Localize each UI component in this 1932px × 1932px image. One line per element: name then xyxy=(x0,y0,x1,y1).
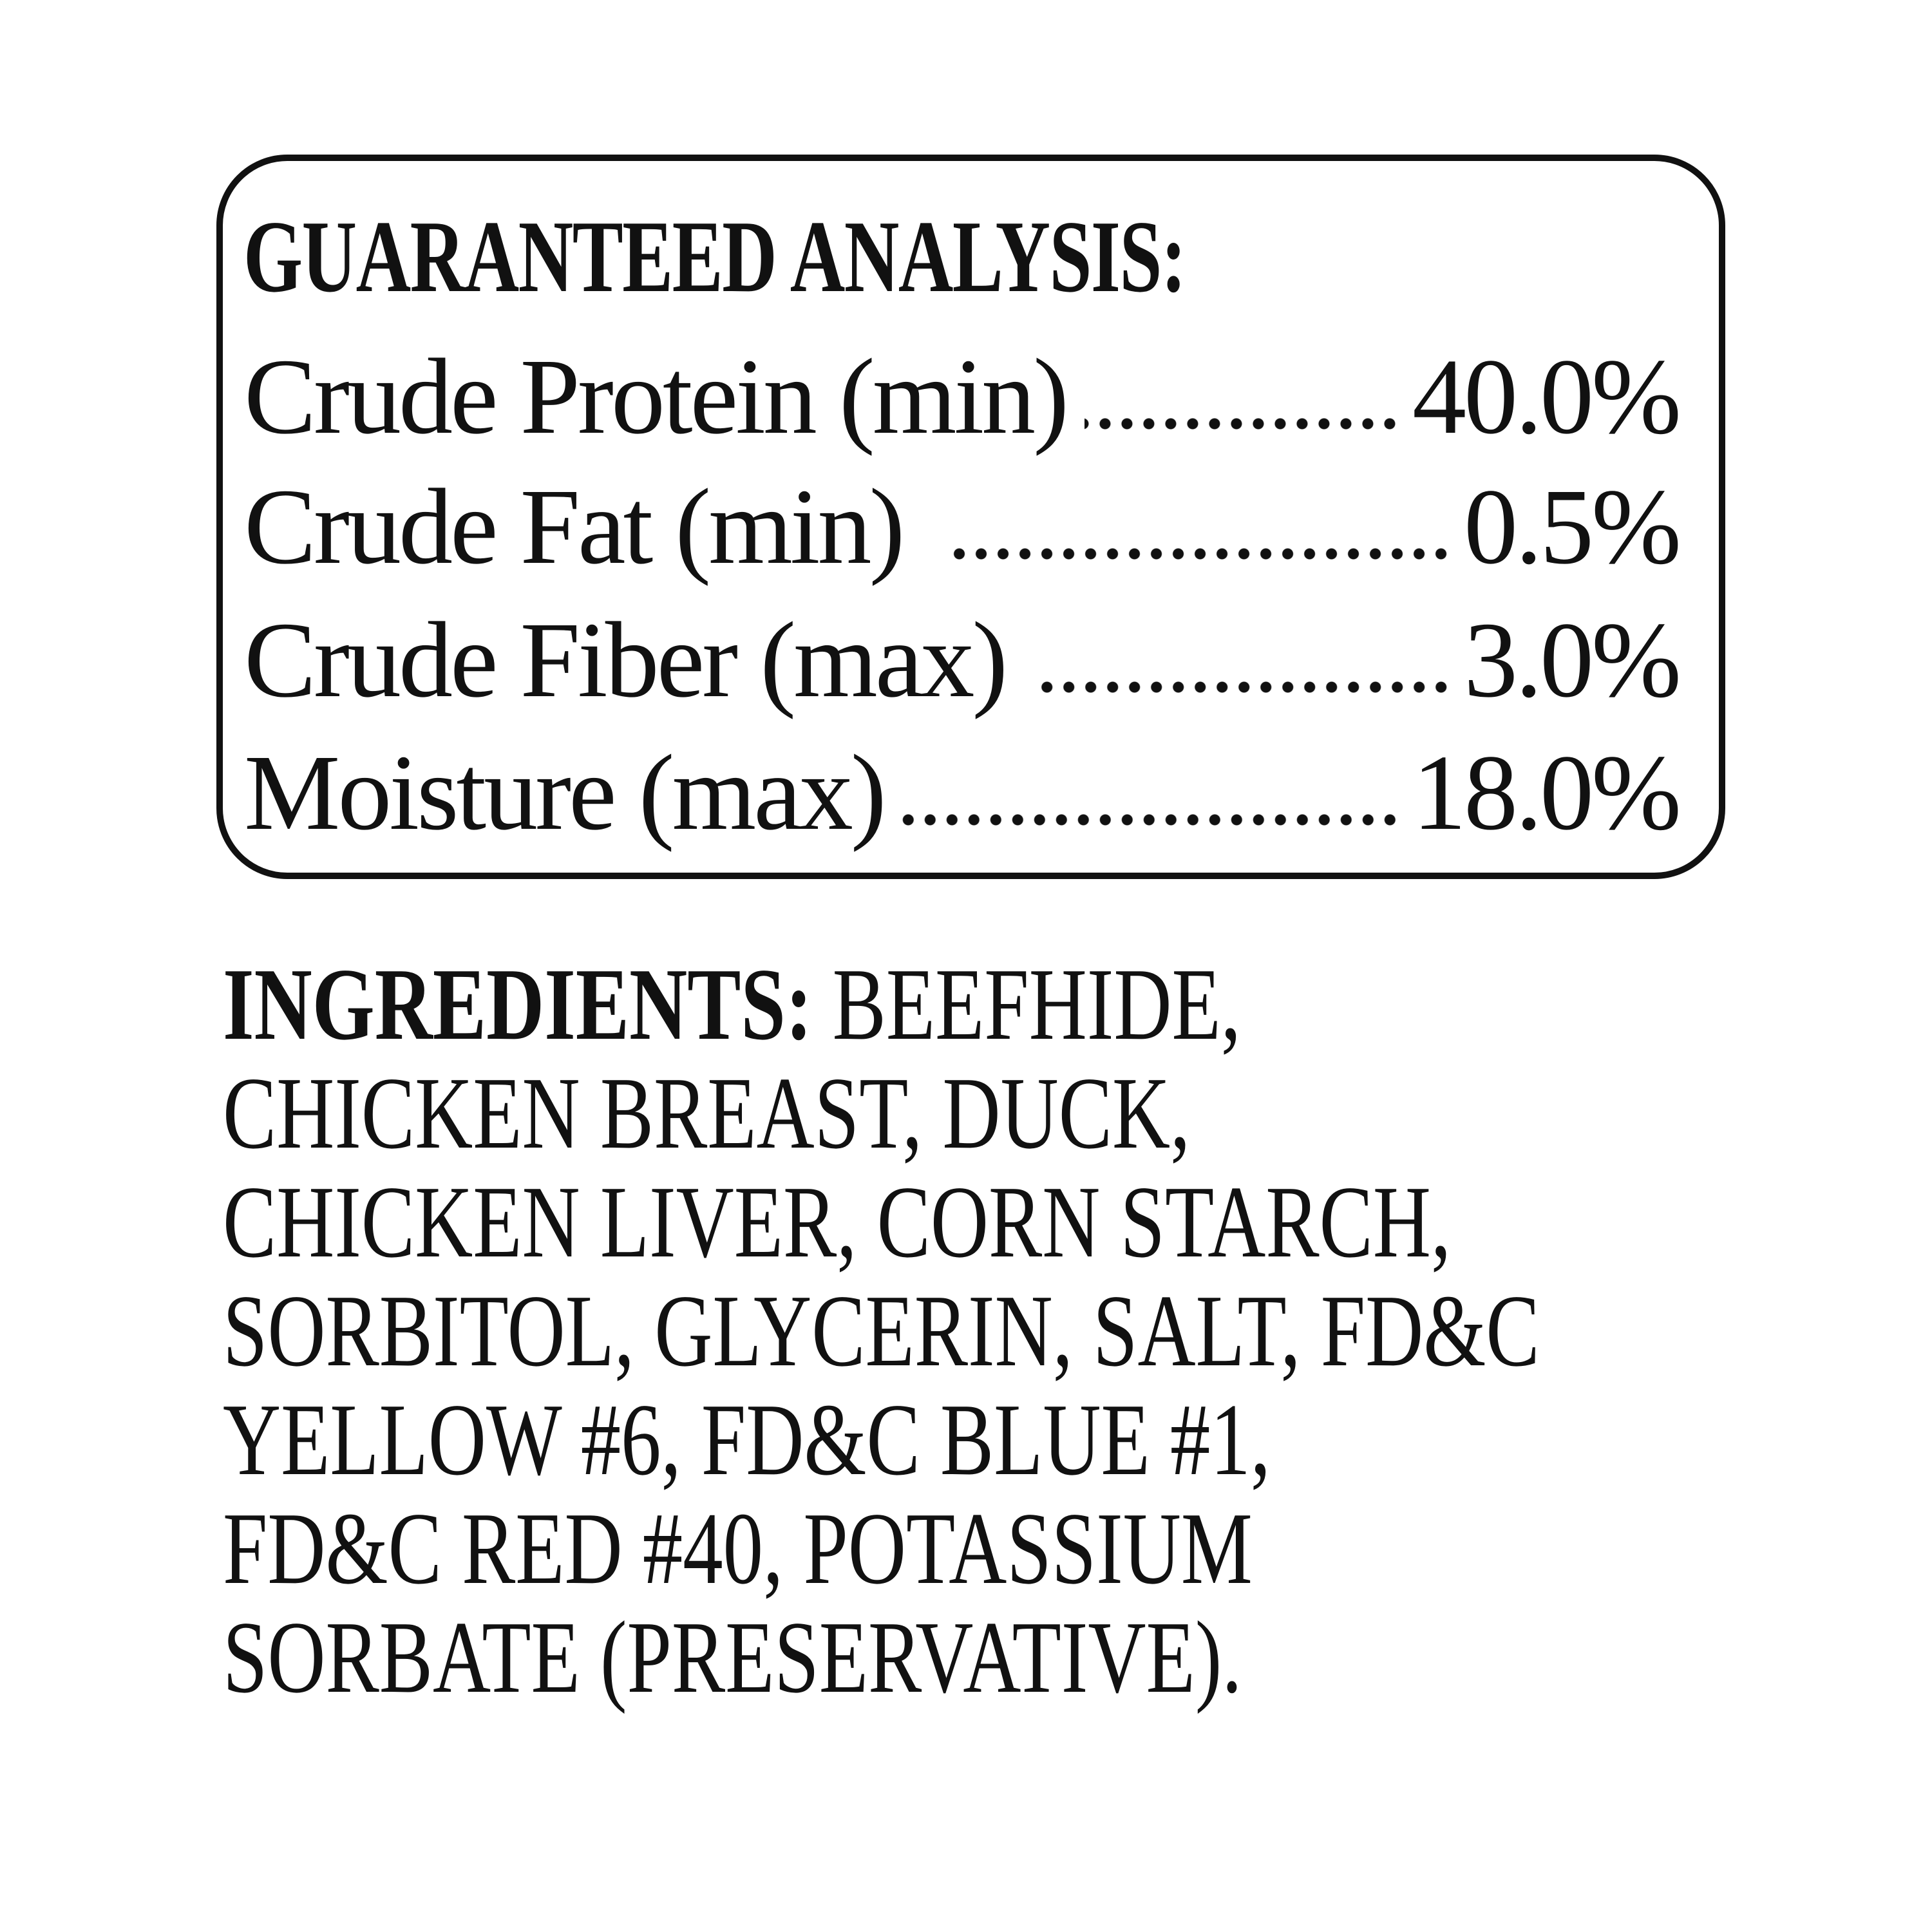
dot-leader xyxy=(1084,416,1401,431)
analysis-value: 40.0% xyxy=(1412,337,1681,457)
analysis-row-fat: Crude Fat (min) 0.5% xyxy=(244,465,1681,587)
analysis-label: Crude Fiber (max) xyxy=(244,600,1008,720)
analysis-value: 18.0% xyxy=(1412,733,1681,853)
guaranteed-analysis-title: GUARANTEED ANALYSIS: xyxy=(243,199,1186,314)
analysis-row-fiber: Crude Fiber (max) 3.0% xyxy=(244,598,1681,720)
guaranteed-analysis-box xyxy=(216,155,1725,879)
analysis-row-protein: Crude Protein (min) 40.0% xyxy=(244,335,1681,457)
ingredients-line: CHICKEN BREAST, DUCK, xyxy=(223,1056,1191,1170)
ingredients-text: BEEFHIDE, xyxy=(812,947,1241,1061)
analysis-label: Crude Protein (min) xyxy=(244,337,1069,457)
dot-leader xyxy=(947,546,1453,562)
ingredients-line: FD&C RED #40, POTASSIUM xyxy=(223,1491,1253,1605)
ingredients-block: INGREDIENTS: BEEFHIDE, CHICKEN BREAST, D… xyxy=(223,950,1911,1712)
analysis-row-moisture: Moisture (max) 18.0% xyxy=(244,731,1681,853)
analysis-label: Moisture (max) xyxy=(244,733,887,853)
dot-leader xyxy=(902,812,1401,828)
ingredients-label: INGREDIENTS: xyxy=(223,947,813,1061)
ingredients-line: INGREDIENTS: BEEFHIDE, xyxy=(223,950,1540,1059)
analysis-value: 3.0% xyxy=(1464,600,1681,720)
analysis-value: 0.5% xyxy=(1464,467,1681,587)
ingredients-line: CHICKEN LIVER, CORN STARCH, xyxy=(223,1164,1452,1279)
dot-leader xyxy=(1041,679,1453,695)
ingredients-line: SORBATE (PRESERVATIVE). xyxy=(223,1600,1242,1714)
analysis-label: Crude Fat (min) xyxy=(244,467,905,587)
ingredients-line: SORBITOL, GLYCERIN, SALT, FD&C xyxy=(223,1273,1540,1388)
ingredients-line: YELLOW #6, FD&C BLUE #1, xyxy=(223,1382,1271,1497)
